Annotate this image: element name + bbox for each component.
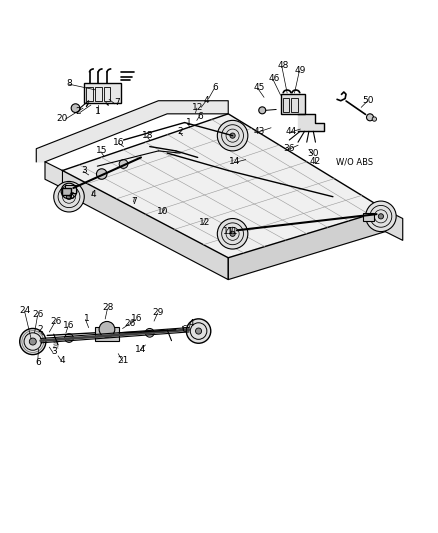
Text: 6: 6 — [68, 192, 74, 201]
Text: 12: 12 — [198, 219, 209, 228]
Polygon shape — [62, 114, 385, 258]
Text: 10: 10 — [157, 207, 168, 216]
Text: 6: 6 — [35, 358, 41, 367]
Text: 3: 3 — [81, 166, 87, 175]
Circle shape — [119, 159, 127, 168]
Text: 11: 11 — [226, 227, 238, 236]
Circle shape — [230, 231, 235, 237]
Text: 12: 12 — [191, 103, 203, 112]
Text: 15: 15 — [96, 147, 107, 156]
Circle shape — [258, 107, 265, 114]
Text: 14: 14 — [229, 157, 240, 166]
Text: 4: 4 — [60, 356, 65, 365]
Text: 3: 3 — [51, 347, 57, 356]
Bar — [104, 87, 110, 101]
Circle shape — [71, 104, 80, 112]
Text: 48: 48 — [276, 61, 288, 70]
Text: 18: 18 — [141, 131, 153, 140]
Bar — [84, 83, 121, 103]
Polygon shape — [385, 210, 402, 240]
Text: 26: 26 — [33, 310, 44, 319]
Circle shape — [53, 181, 84, 212]
Polygon shape — [36, 101, 228, 162]
Bar — [291, 98, 297, 111]
Circle shape — [371, 117, 376, 121]
Text: 30: 30 — [307, 149, 318, 158]
Text: 28: 28 — [102, 303, 114, 312]
Text: 6: 6 — [197, 111, 202, 120]
Text: 2: 2 — [38, 325, 43, 334]
Text: 8: 8 — [66, 79, 72, 88]
Text: 6: 6 — [212, 83, 218, 92]
Text: 4: 4 — [188, 319, 194, 328]
Circle shape — [217, 120, 247, 151]
Text: 4: 4 — [90, 190, 95, 199]
Circle shape — [186, 319, 210, 343]
Text: 16: 16 — [63, 321, 74, 330]
Circle shape — [99, 321, 115, 337]
Text: 2: 2 — [177, 127, 183, 136]
Text: 21: 21 — [117, 356, 129, 365]
Circle shape — [366, 114, 373, 121]
Text: 26: 26 — [50, 317, 61, 326]
Text: 42: 42 — [309, 157, 320, 166]
Circle shape — [365, 201, 395, 232]
Circle shape — [217, 219, 247, 249]
Text: 46: 46 — [268, 75, 279, 84]
Text: 26: 26 — [124, 319, 135, 328]
Bar — [282, 98, 289, 111]
Bar — [86, 87, 93, 101]
Circle shape — [29, 338, 36, 345]
Text: 29: 29 — [152, 308, 164, 317]
Text: 49: 49 — [294, 66, 305, 75]
Text: 20: 20 — [57, 114, 68, 123]
Bar — [61, 188, 71, 195]
Text: 44: 44 — [285, 127, 297, 136]
Text: 16: 16 — [113, 138, 125, 147]
Bar — [64, 185, 75, 193]
Bar — [95, 327, 119, 341]
Text: 2: 2 — [75, 107, 80, 116]
Text: 45: 45 — [252, 83, 264, 92]
Text: 1: 1 — [83, 314, 89, 324]
Text: W/O ABS: W/O ABS — [336, 157, 372, 166]
Circle shape — [20, 328, 46, 354]
Polygon shape — [297, 114, 323, 131]
Text: 50: 50 — [361, 96, 373, 105]
Text: 4: 4 — [203, 96, 209, 105]
Text: 14: 14 — [135, 345, 146, 354]
Polygon shape — [45, 162, 62, 188]
Text: 16: 16 — [131, 314, 142, 324]
Circle shape — [66, 194, 71, 199]
Circle shape — [195, 328, 201, 334]
Circle shape — [96, 169, 107, 179]
Polygon shape — [62, 171, 228, 280]
Bar — [280, 94, 304, 114]
Bar — [363, 213, 374, 221]
Bar — [95, 87, 102, 101]
Text: 6: 6 — [181, 325, 187, 334]
Text: 1: 1 — [186, 118, 191, 127]
Text: 43: 43 — [252, 127, 264, 136]
Text: 11: 11 — [222, 227, 233, 236]
Circle shape — [230, 133, 235, 138]
Circle shape — [145, 328, 154, 337]
Text: 24: 24 — [20, 305, 31, 314]
Polygon shape — [228, 210, 385, 280]
Circle shape — [64, 334, 73, 342]
Text: 7: 7 — [131, 197, 137, 206]
Text: 36: 36 — [283, 144, 294, 153]
Circle shape — [378, 214, 383, 219]
Text: 7: 7 — [114, 99, 120, 108]
Text: 1: 1 — [94, 107, 100, 116]
